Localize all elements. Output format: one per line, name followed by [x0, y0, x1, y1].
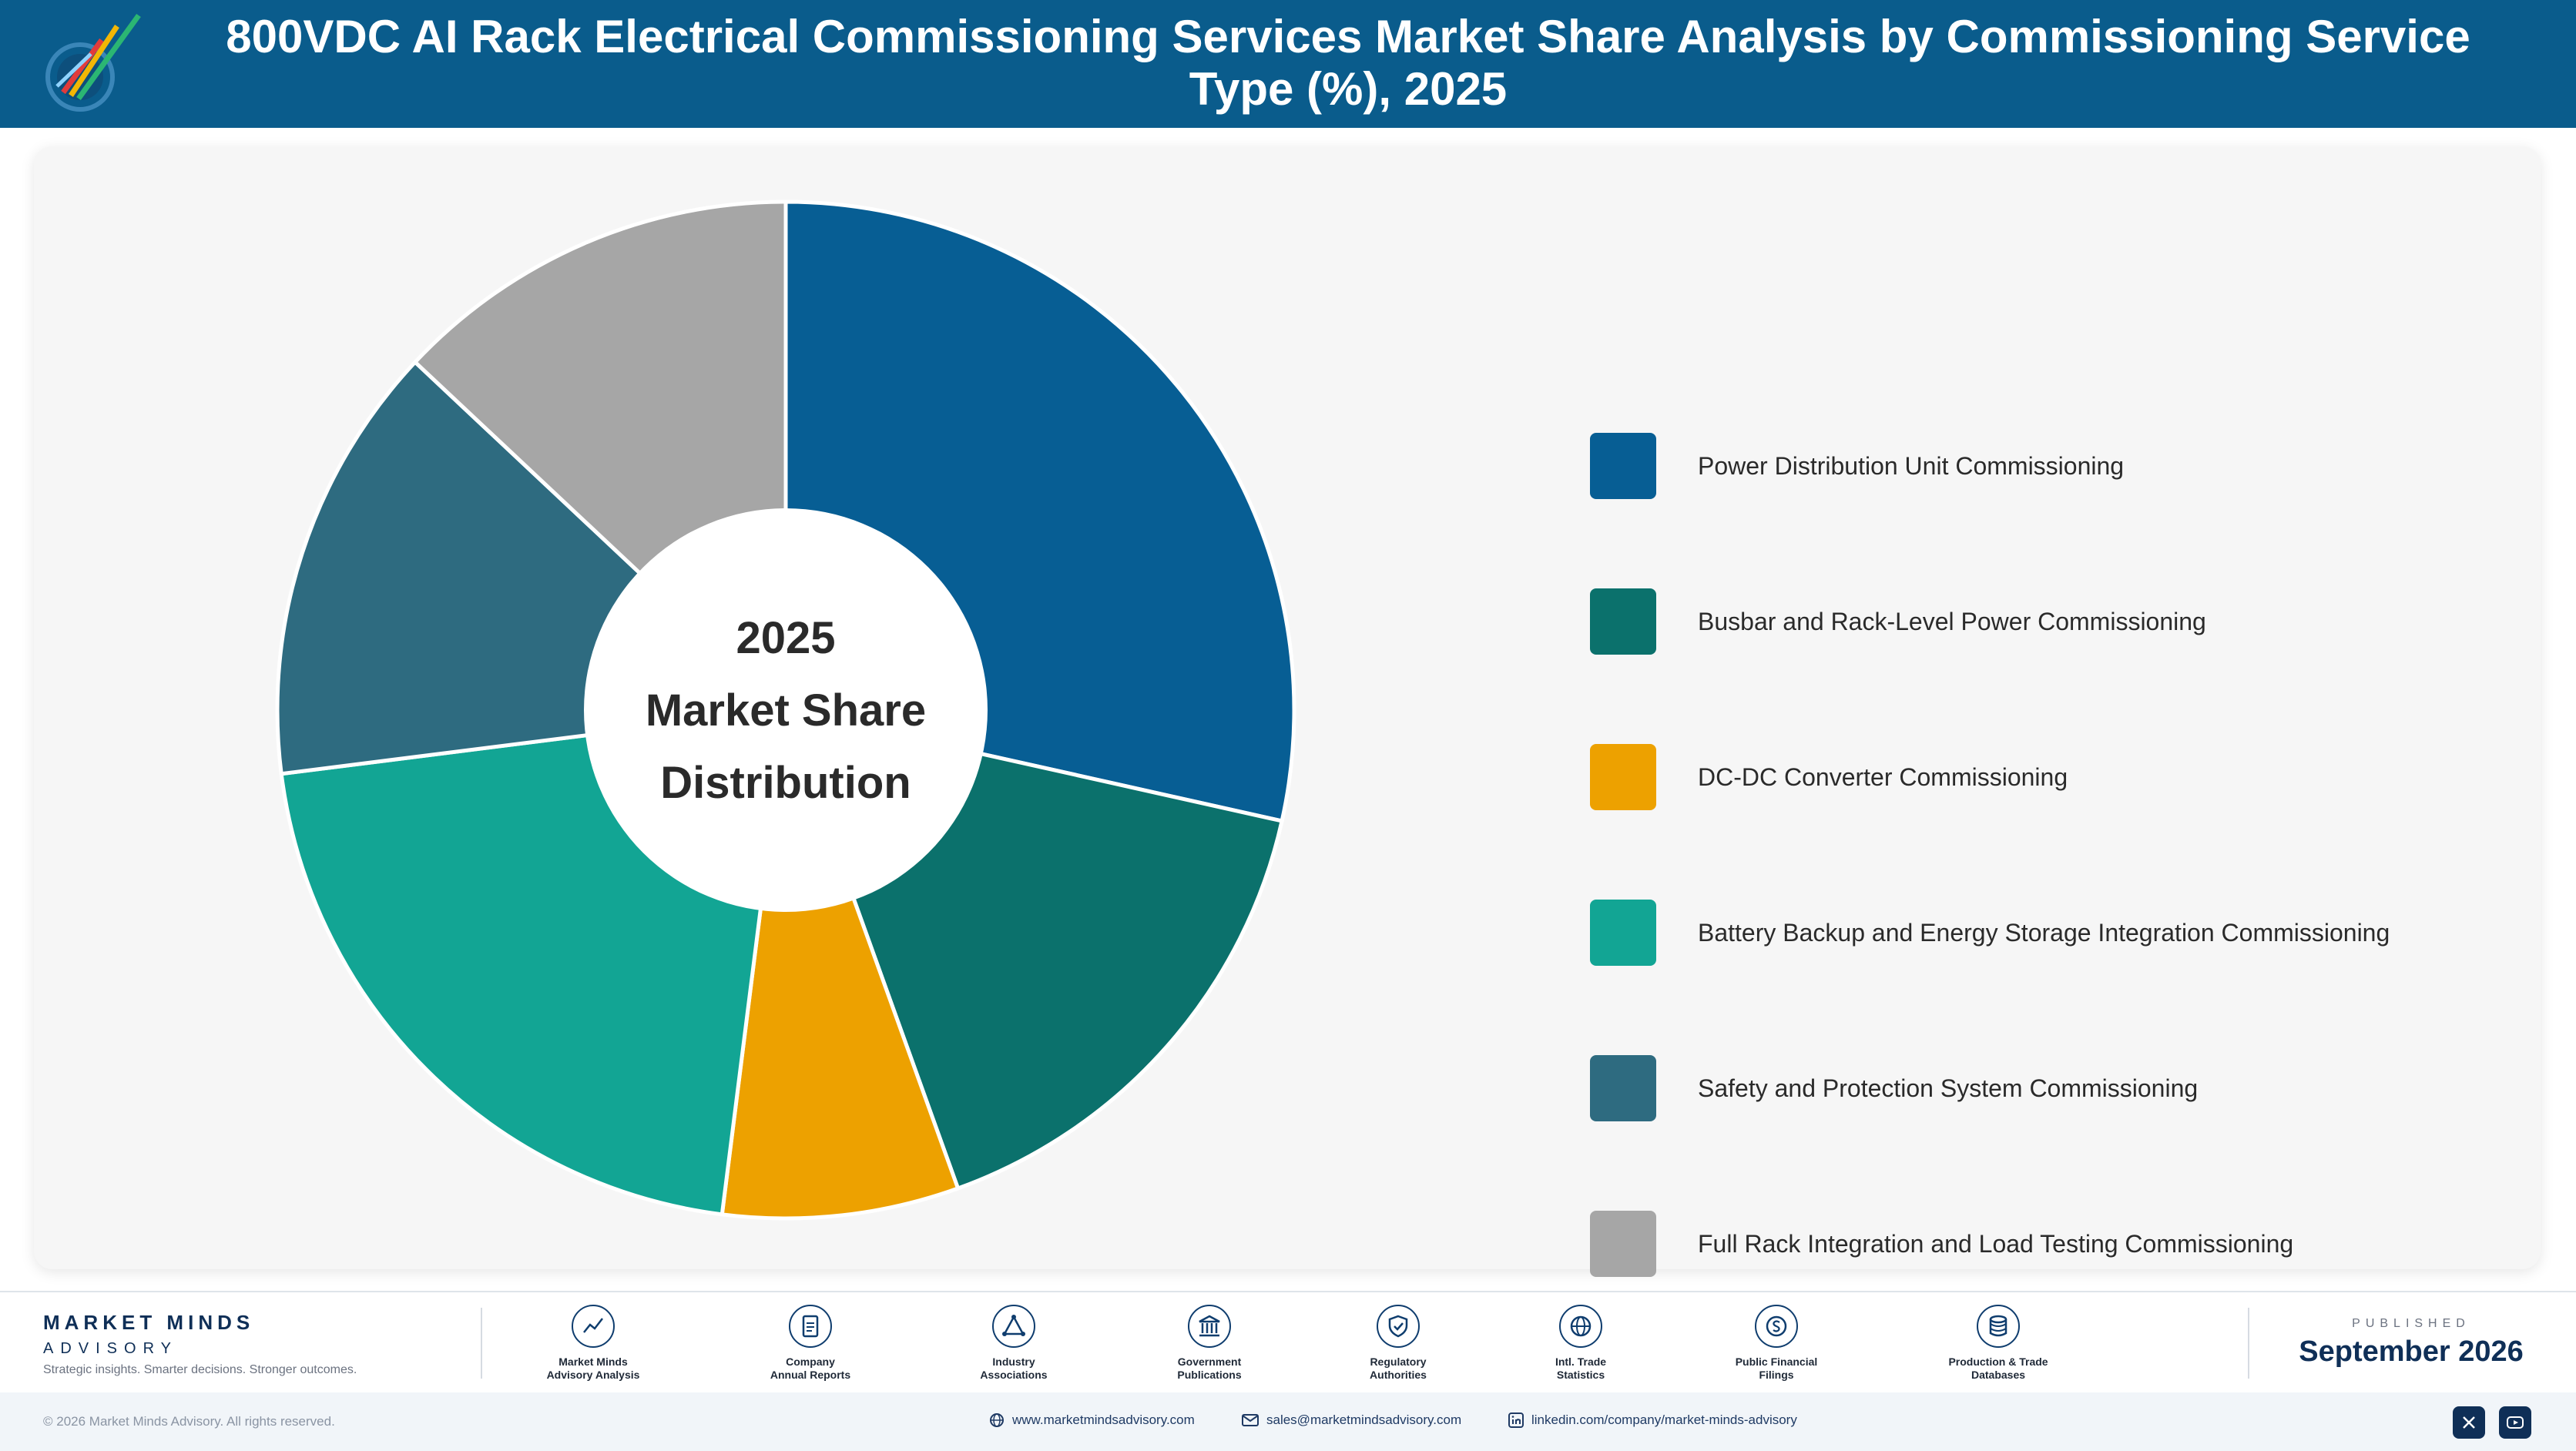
- website-text: www.marketmindsadvisory.com: [1012, 1412, 1195, 1427]
- legend-item: Full Rack Integration and Load Testing C…: [1590, 1211, 2576, 1277]
- building-icon: [1188, 1305, 1231, 1348]
- divider: [481, 1308, 482, 1379]
- legend-swatch: [1590, 1211, 1656, 1277]
- center-label-line-2: Market Share: [646, 685, 926, 736]
- pie-chart: 2025 Market Share Distribution: [275, 199, 1296, 1221]
- legend-swatch: [1590, 433, 1656, 499]
- network-icon: [992, 1305, 1035, 1348]
- legend-label: Safety and Protection System Commissioni…: [1698, 1074, 2199, 1102]
- source-label: Market Minds Advisory Analysis: [546, 1355, 640, 1381]
- database-icon: [1977, 1305, 2020, 1348]
- x-social-button[interactable]: [2453, 1406, 2485, 1439]
- youtube-icon: [2507, 1416, 2524, 1429]
- linkedin-text: linkedin.com/company/market-minds-adviso…: [1531, 1412, 1797, 1427]
- website-link[interactable]: www.marketmindsadvisory.com: [989, 1412, 1195, 1428]
- x-icon: [2463, 1416, 2475, 1429]
- source-label: Industry Associations: [980, 1355, 1048, 1381]
- source-label: Regulatory Authorities: [1370, 1355, 1427, 1381]
- coin-icon: [1755, 1305, 1798, 1348]
- logo-icon: [45, 13, 141, 112]
- published-label: PUBLISHED: [2352, 1317, 2470, 1330]
- globe-icon: [1559, 1305, 1602, 1348]
- legend-label: Busbar and Rack-Level Power Commissionin…: [1698, 607, 2206, 635]
- linkedin-icon: [1508, 1412, 1524, 1428]
- legend-swatch: [1590, 900, 1656, 966]
- bottom-bar: © 2026 Market Minds Advisory. All rights…: [0, 1392, 2576, 1451]
- legend-label: DC-DC Converter Commissioning: [1698, 762, 2068, 791]
- mail-icon: [1242, 1414, 1259, 1426]
- trend-icon: [572, 1305, 615, 1348]
- brand-name: MARKET MINDS: [43, 1311, 255, 1334]
- source-item: Public Financial Filings: [1699, 1305, 1853, 1382]
- source-item: Industry Associations: [937, 1305, 1091, 1382]
- center-label-line-3: Distribution: [660, 758, 911, 808]
- source-item: Government Publications: [1132, 1305, 1286, 1382]
- document-icon: [789, 1305, 832, 1348]
- copyright-text: © 2026 Market Minds Advisory. All rights…: [43, 1414, 335, 1429]
- source-label: Public Financial Filings: [1735, 1355, 1818, 1381]
- brand-tagline: Strategic insights. Smarter decisions. S…: [43, 1363, 357, 1376]
- legend-label: Battery Backup and Energy Storage Integr…: [1698, 918, 2390, 947]
- legend-swatch: [1590, 588, 1656, 655]
- source-label: Company Annual Reports: [770, 1355, 851, 1381]
- header-bar: 800VDC AI Rack Electrical Commissioning …: [0, 0, 2576, 128]
- youtube-social-button[interactable]: [2499, 1406, 2531, 1439]
- source-item: Intl. Trade Statistics: [1504, 1305, 1658, 1382]
- source-label: Government Publications: [1177, 1355, 1242, 1381]
- globe-icon: [990, 1413, 1004, 1427]
- source-label: Intl. Trade Statistics: [1555, 1355, 1607, 1381]
- legend-swatch: [1590, 744, 1656, 810]
- source-item: Regulatory Authorities: [1321, 1305, 1475, 1382]
- center-label-line-1: 2025: [736, 613, 835, 663]
- footer: MARKET MINDS ADVISORY Strategic insights…: [0, 1291, 2576, 1451]
- chart-card: 2025 Market Share Distribution Power Distr…: [34, 146, 2541, 1277]
- legend-item: Busbar and Rack-Level Power Commissionin…: [1590, 588, 2576, 655]
- chart-title: 800VDC AI Rack Electrical Commissioning …: [226, 11, 2470, 115]
- source-label: Production & Trade Databases: [1948, 1355, 2048, 1381]
- published-date: September 2026: [2299, 1335, 2524, 1368]
- legend-item: Power Distribution Unit Commissioning: [1590, 433, 2576, 499]
- shield-icon: [1377, 1305, 1420, 1348]
- source-item: Market Minds Advisory Analysis: [516, 1305, 670, 1382]
- legend-item: DC-DC Converter Commissioning: [1590, 744, 2576, 810]
- brand-subtitle: ADVISORY: [43, 1340, 178, 1357]
- linkedin-link[interactable]: linkedin.com/company/market-minds-adviso…: [1508, 1412, 1797, 1428]
- source-item: Company Annual Reports: [733, 1305, 887, 1382]
- legend-label: Full Rack Integration and Load Testing C…: [1698, 1229, 2294, 1258]
- legend-swatch: [1590, 1055, 1656, 1121]
- donut-hole: [584, 508, 988, 912]
- legend-item: Safety and Protection System Commissioni…: [1590, 1055, 2576, 1121]
- legend-label: Power Distribution Unit Commissioning: [1698, 451, 2125, 480]
- source-item: Production & Trade Databases: [1921, 1305, 2075, 1382]
- legend-item: Battery Backup and Energy Storage Integr…: [1590, 900, 2576, 966]
- divider: [2248, 1308, 2249, 1379]
- email-link[interactable]: sales@marketmindsadvisory.com: [1242, 1412, 1461, 1428]
- email-text: sales@marketmindsadvisory.com: [1266, 1412, 1462, 1427]
